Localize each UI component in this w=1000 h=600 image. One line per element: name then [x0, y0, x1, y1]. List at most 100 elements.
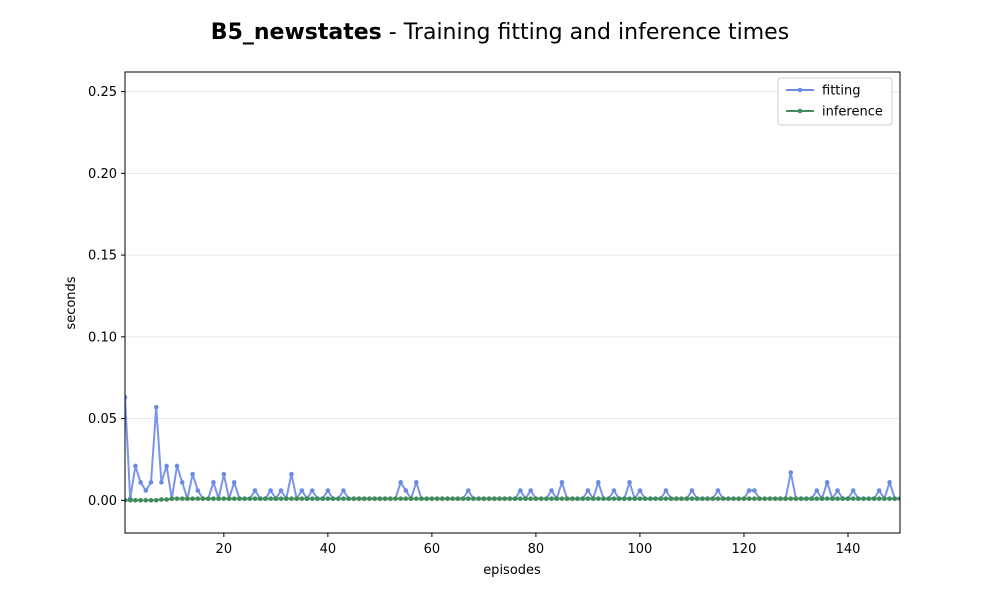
- data-point-inference: [606, 496, 612, 501]
- data-point-inference: [752, 496, 757, 501]
- data-point-fitting: [876, 488, 882, 493]
- data-point-inference: [570, 496, 575, 501]
- data-point-fitting: [788, 470, 794, 475]
- data-point-inference: [387, 496, 393, 501]
- data-point-fitting: [289, 471, 294, 477]
- data-point-fitting: [746, 488, 752, 493]
- data-point-inference: [320, 496, 325, 501]
- data-point-inference: [694, 496, 700, 501]
- data-point-inference: [819, 496, 825, 501]
- data-point-inference: [408, 496, 414, 501]
- data-point-inference: [283, 496, 289, 501]
- y-tick-label: 0.15: [88, 249, 117, 264]
- data-point-inference: [356, 496, 362, 501]
- grid-lines: [125, 91, 900, 501]
- data-point-inference: [346, 496, 351, 501]
- data-point-fitting: [133, 463, 138, 469]
- data-point-inference: [263, 496, 268, 501]
- y-axis-label: seconds: [64, 276, 79, 329]
- data-point-inference: [424, 496, 429, 501]
- data-point-fitting: [268, 488, 273, 493]
- data-point-inference: [637, 496, 643, 501]
- data-point-fitting: [211, 480, 216, 485]
- data-point-fitting: [195, 488, 201, 493]
- data-point-inference: [575, 496, 580, 501]
- data-point-inference: [445, 496, 450, 501]
- data-point-inference: [710, 496, 716, 501]
- data-point-inference: [741, 496, 747, 501]
- data-point-inference: [491, 496, 497, 501]
- data-point-fitting: [465, 488, 471, 493]
- data-point-fitting: [278, 488, 284, 493]
- data-point-inference: [148, 498, 154, 503]
- data-point-inference: [372, 496, 377, 501]
- data-point-fitting: [325, 488, 331, 493]
- x-tick-label: 140: [836, 542, 861, 557]
- data-point-inference: [216, 496, 221, 501]
- data-point-inference: [533, 496, 539, 501]
- data-point-fitting: [611, 488, 617, 493]
- data-point-inference: [502, 496, 507, 501]
- data-point-fitting: [153, 404, 159, 410]
- data-point-inference: [726, 496, 731, 501]
- x-tick-label: 100: [628, 542, 653, 557]
- data-point-inference: [335, 496, 341, 501]
- x-axis-ticks: 20 40 60 80 100 120 140: [216, 533, 861, 557]
- data-point-inference: [596, 496, 601, 501]
- data-point-fitting: [663, 488, 669, 493]
- data-point-inference: [226, 496, 232, 501]
- data-point-fitting: [231, 480, 237, 485]
- data-point-inference: [731, 496, 736, 501]
- data-point-inference: [632, 496, 638, 501]
- data-point-inference: [538, 496, 544, 501]
- data-point-fitting: [179, 480, 185, 485]
- data-point-inference: [341, 496, 346, 501]
- data-point-fitting: [164, 463, 169, 469]
- data-point-inference: [549, 496, 554, 501]
- data-point-inference: [757, 496, 762, 501]
- plot-frame: [124, 71, 901, 534]
- data-point-fitting: [689, 488, 695, 493]
- legend-label: fitting: [822, 84, 861, 99]
- data-point-inference: [125, 498, 128, 503]
- data-point-inference: [299, 496, 305, 501]
- x-tick-label: 120: [732, 542, 757, 557]
- data-point-inference: [679, 496, 684, 501]
- data-point-inference: [361, 496, 367, 501]
- data-point-inference: [554, 496, 560, 501]
- data-point-fitting: [252, 488, 258, 493]
- x-tick-label: 60: [424, 542, 441, 557]
- series-line-fitting: [125, 397, 900, 500]
- x-tick-label: 80: [528, 542, 545, 557]
- data-point-inference: [190, 496, 195, 501]
- data-point-fitting: [309, 488, 315, 493]
- data-point-inference: [804, 496, 809, 501]
- data-point-fitting: [596, 480, 601, 485]
- data-point-fitting: [190, 471, 195, 477]
- data-point-inference: [398, 496, 403, 501]
- y-tick-label: 0.20: [88, 167, 117, 182]
- data-point-fitting: [549, 488, 554, 493]
- data-point-inference: [315, 496, 320, 501]
- data-point-inference: [523, 496, 528, 501]
- y-tick-label: 0.25: [88, 85, 117, 100]
- data-point-inference: [486, 496, 492, 501]
- data-point-inference: [413, 496, 419, 501]
- data-point-inference: [850, 496, 856, 501]
- data-point-inference: [179, 496, 185, 501]
- data-point-inference: [138, 498, 143, 503]
- data-point-inference: [377, 496, 383, 501]
- data-point-fitting: [174, 463, 180, 469]
- data-point-inference: [518, 496, 523, 501]
- data-point-inference: [580, 496, 586, 501]
- data-point-fitting: [518, 488, 523, 493]
- chart-title: B5_newstates - Training fitting and infe…: [0, 20, 1000, 45]
- data-point-fitting: [887, 480, 892, 485]
- data-point-inference: [876, 496, 882, 501]
- data-point-inference: [778, 496, 783, 501]
- data-point-inference: [783, 496, 788, 501]
- data-point-inference: [653, 496, 658, 501]
- data-point-inference: [544, 496, 549, 501]
- data-point-inference: [674, 496, 679, 501]
- legend-marker: [797, 108, 803, 114]
